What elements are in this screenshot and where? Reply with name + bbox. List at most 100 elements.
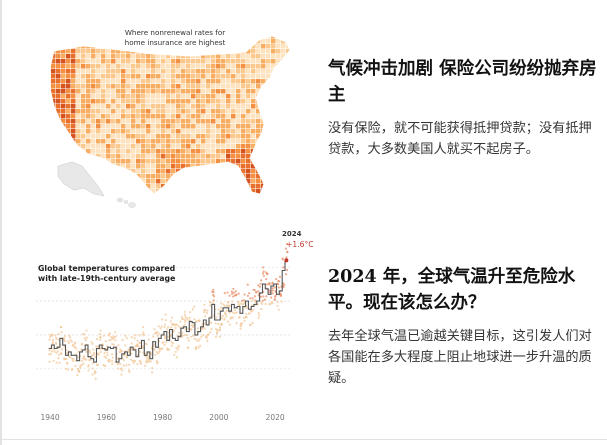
map-cell — [71, 124, 76, 129]
map-cell — [201, 154, 206, 159]
map-cell — [81, 114, 86, 119]
map-cell — [206, 194, 211, 199]
temperature-chart-thumbnail[interactable]: 1940 1960 1980 2000 2020 Global temperatures… — [24, 226, 314, 426]
map-cell — [281, 69, 286, 74]
map-cell — [81, 36, 86, 39]
map-cell — [91, 44, 96, 49]
map-cell — [266, 104, 271, 109]
map-cell — [106, 189, 111, 194]
map-cell — [66, 54, 71, 59]
chart-point — [258, 285, 262, 288]
map-cell — [61, 144, 66, 149]
map-cell — [206, 149, 211, 154]
story-card-insurance[interactable]: Where nonrenewal rates for home insuranc… — [12, 8, 602, 220]
map-cell — [171, 154, 176, 159]
chart-point — [242, 299, 246, 302]
map-cell — [101, 69, 106, 74]
map-cell — [181, 164, 186, 169]
map-cell — [241, 119, 246, 124]
chart-point — [172, 323, 175, 326]
map-cell — [251, 179, 256, 184]
map-cell — [196, 184, 201, 189]
map-cell — [276, 109, 281, 114]
map-cell — [236, 79, 241, 84]
map-cell — [106, 74, 111, 79]
map-cell — [86, 49, 91, 54]
chart-point — [117, 344, 120, 347]
map-cell — [206, 174, 211, 179]
map-cell — [186, 179, 191, 184]
map-cell — [276, 99, 281, 104]
map-cell — [176, 99, 181, 104]
map-cell — [121, 49, 126, 54]
map-cell — [146, 159, 151, 164]
map-cell — [201, 74, 206, 79]
map-cell — [156, 194, 161, 199]
map-cell — [156, 74, 161, 79]
map-cell — [161, 59, 166, 64]
chart-point — [147, 338, 150, 341]
map-cell — [111, 129, 116, 134]
map-cell — [216, 179, 221, 184]
chart-point — [136, 345, 139, 348]
map-cell — [51, 169, 56, 174]
map-cell — [236, 114, 241, 119]
map-cell — [281, 179, 286, 184]
map-cell — [71, 59, 76, 64]
map-cell — [81, 99, 86, 104]
map-cell — [261, 39, 266, 44]
chart-point — [203, 327, 206, 330]
map-cell — [196, 179, 201, 184]
map-cell — [161, 114, 166, 119]
us-map-thumbnail[interactable]: Where nonrenewal rates for home insuranc… — [24, 16, 302, 216]
map-cell — [256, 79, 261, 84]
chart-point — [218, 329, 222, 332]
map-cell — [126, 189, 131, 194]
story-headline[interactable]: 气候冲击加剧 保险公司纷纷抛弃房主 — [328, 59, 597, 105]
map-cell — [71, 74, 76, 79]
map-cell — [291, 74, 296, 79]
map-cell — [241, 144, 246, 149]
map-cell — [61, 134, 66, 139]
us-outline — [49, 35, 291, 195]
map-cell — [56, 44, 61, 49]
map-cell — [246, 94, 251, 99]
chart-point — [164, 313, 167, 316]
map-cell — [131, 119, 136, 124]
map-cell — [161, 84, 166, 89]
story-headline[interactable]: 2024 年，全球气温升至危险水平。现在该怎么办？ — [328, 267, 576, 313]
map-cell — [141, 124, 146, 129]
chart-point — [261, 299, 265, 302]
chart-point — [60, 325, 63, 329]
map-cell — [146, 144, 151, 149]
map-cell — [181, 49, 186, 54]
story-text: 2024 年，全球气温升至危险水平。现在该怎么办？ 去年全球气温已逾越关键目标，… — [328, 264, 604, 389]
map-cell — [216, 99, 221, 104]
map-cell — [50, 124, 51, 129]
map-cell — [291, 69, 296, 74]
map-cell — [171, 84, 176, 89]
map-cell — [191, 119, 196, 124]
map-cell — [166, 169, 171, 174]
map-cell — [226, 114, 231, 119]
map-cell — [116, 179, 121, 184]
map-cell — [106, 84, 111, 89]
chart-point — [111, 353, 114, 356]
chart-point — [60, 352, 63, 356]
chart-point — [103, 355, 106, 358]
chart-point — [65, 357, 68, 361]
map-cell — [251, 59, 256, 64]
map-cell — [251, 104, 256, 109]
map-cell — [266, 74, 271, 79]
chart-point — [262, 270, 265, 273]
map-cell — [266, 189, 271, 194]
map-cell — [211, 64, 216, 69]
map-cell — [236, 189, 241, 194]
map-cell — [226, 154, 231, 159]
map-caption: Where nonrenewal rates for home insuranc… — [124, 28, 226, 47]
map-cell — [151, 194, 156, 199]
story-card-global-temps[interactable]: 1940 1960 1980 2000 2020 Global temperatures… — [12, 222, 602, 434]
map-cell — [241, 39, 246, 44]
chart-point — [181, 334, 184, 337]
map-cell — [261, 94, 266, 99]
